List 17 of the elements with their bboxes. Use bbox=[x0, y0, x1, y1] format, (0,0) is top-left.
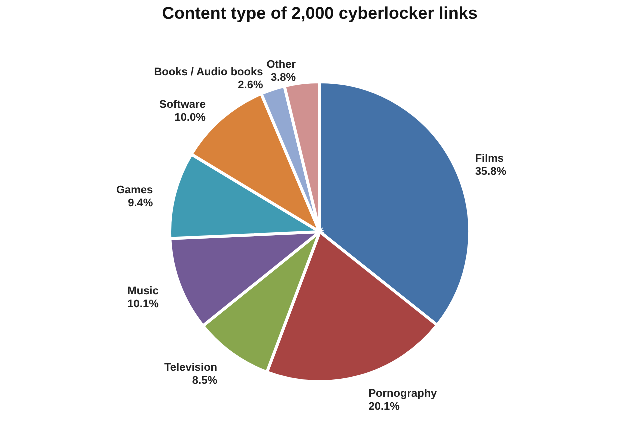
slice-label: Games bbox=[116, 184, 154, 197]
data-label: 10.1% bbox=[128, 298, 160, 310]
data-label: 2.6% bbox=[238, 80, 264, 92]
slice-label: Music bbox=[128, 285, 159, 298]
data-label: 9.4% bbox=[128, 198, 154, 210]
data-label: 10.0% bbox=[174, 112, 206, 124]
data-label: 3.8% bbox=[270, 72, 296, 84]
slice-label: Other bbox=[266, 59, 297, 72]
data-label: 8.5% bbox=[192, 375, 218, 388]
slice-label: Pornography bbox=[368, 388, 438, 400]
slice-label: Books / Audio books bbox=[154, 66, 264, 78]
data-label: 35.8% bbox=[475, 166, 507, 178]
data-label: 20.1% bbox=[368, 400, 400, 413]
slice-label: Television bbox=[164, 362, 218, 374]
slice-label: Software bbox=[159, 99, 206, 112]
slice-label: Films bbox=[475, 153, 504, 166]
chart-title: Content type of 2,000 cyberlocker links bbox=[162, 4, 478, 23]
